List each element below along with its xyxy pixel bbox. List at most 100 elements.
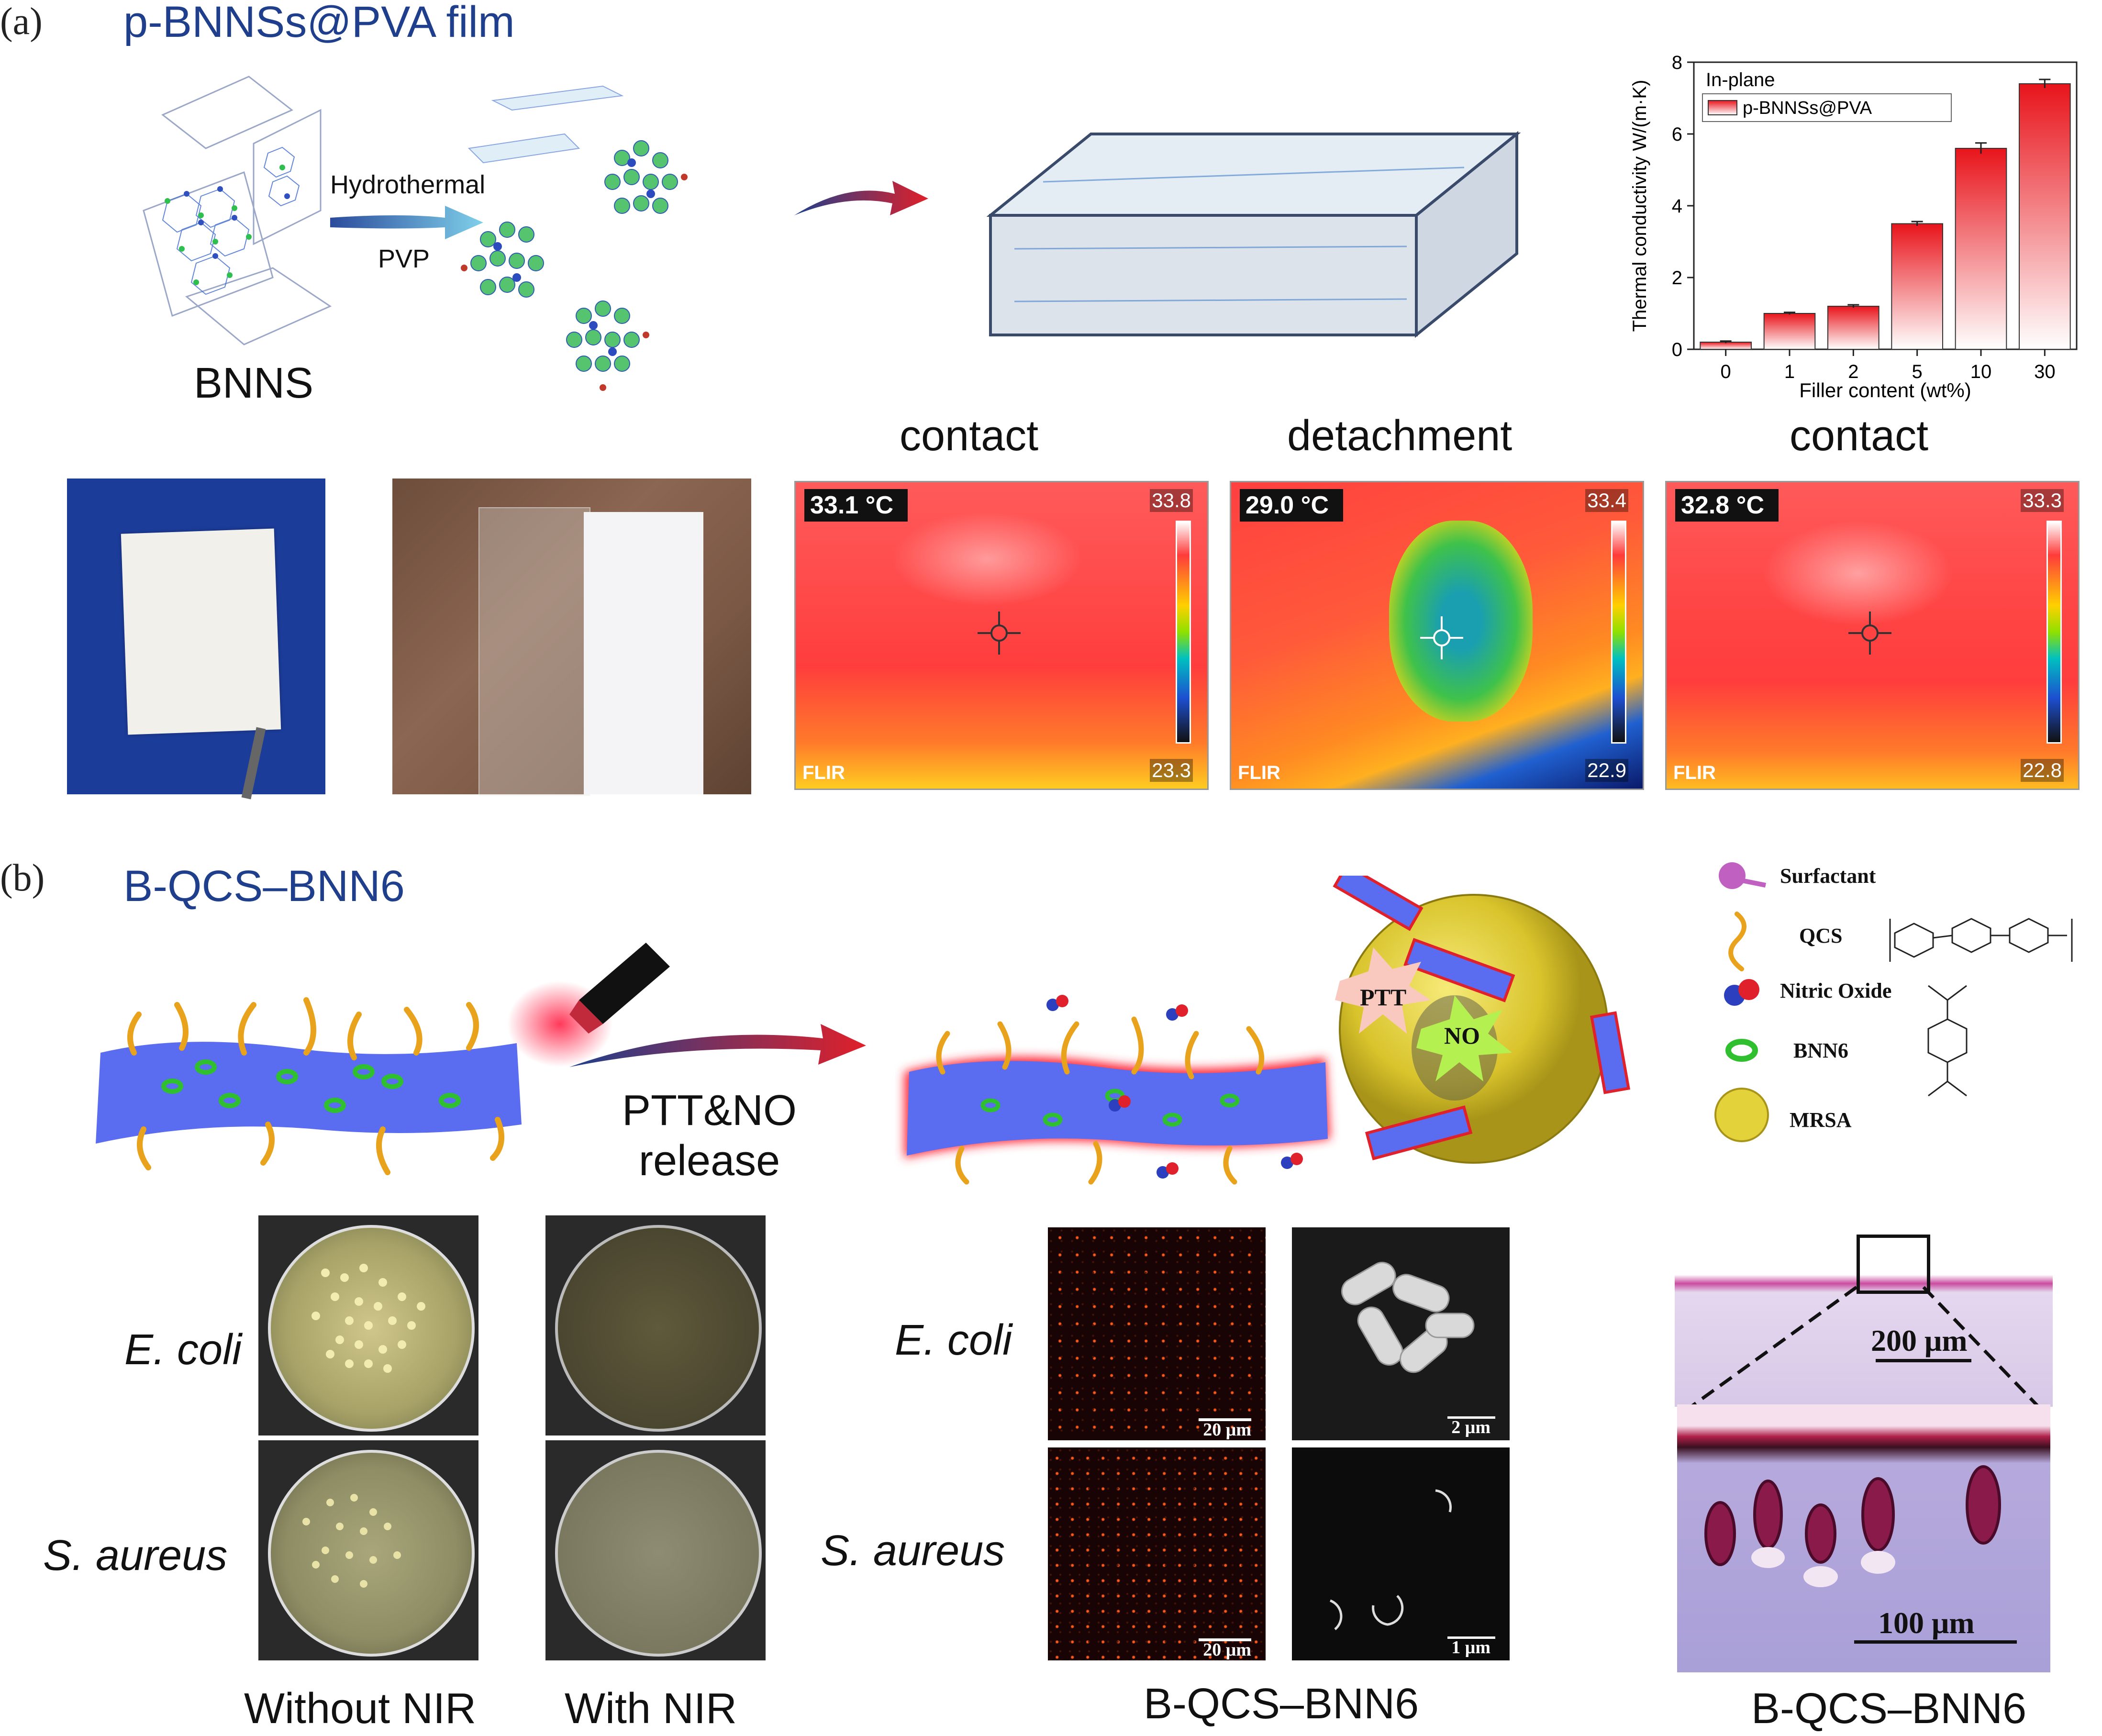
scale-bar <box>1199 1638 1251 1641</box>
mrsa-sphere-illustration <box>1333 876 1630 1164</box>
caption-without-nir: Without NIR <box>244 1685 477 1733</box>
plate-ecoli-without-nir-photo <box>258 1215 478 1436</box>
legend-label-nitric-oxide: Nitric Oxide <box>1780 979 1892 1002</box>
crosshair-icon <box>1420 616 1463 659</box>
flir-logo-1: FLIR <box>802 762 845 783</box>
sem-ecoli-cells <box>1341 1262 1475 1373</box>
hair-follicles <box>1704 1465 2001 1587</box>
no-label: NO <box>1444 1022 1480 1049</box>
b-qcs-sheet-illustration <box>96 997 522 1175</box>
histology-zoom-image: 100 μm <box>1677 1404 2050 1672</box>
thermal-label-contact-1: contact <box>900 412 1039 460</box>
bar-5 <box>1891 223 1943 350</box>
error-bar-5 <box>1911 221 1923 226</box>
bar-2 <box>1827 306 1880 350</box>
thermal-image-detachment: 29.0 °C 33.4 22.9 FLIR <box>1230 481 1644 790</box>
bnn6-structure-icon <box>1927 985 1968 1097</box>
scale-bar <box>1199 1418 1251 1421</box>
zoom-lines <box>1683 1286 2045 1413</box>
x-tick-label-5: 5 <box>1912 361 1923 382</box>
y-tick-label-6: 6 <box>1672 124 1682 145</box>
tweezers-icon <box>241 727 266 800</box>
x-tick-label-0: 0 <box>1721 361 1731 382</box>
qcs-chain-icon <box>1728 912 1746 971</box>
y-tick-label-8: 8 <box>1672 52 1682 73</box>
caption-histology: B-QCS–BNN6 <box>1751 1685 2027 1733</box>
scale-bar-label-histo-top: 200 μm <box>1871 1324 1968 1358</box>
scale-bar-label-sem-bottom: 1 μm <box>1451 1637 1490 1658</box>
panel-a-letter: (a) <box>0 0 43 43</box>
white-film <box>584 512 703 794</box>
error-bar-0 <box>1720 340 1732 344</box>
thermal-scale-max-3: 33.3 <box>2021 489 2064 512</box>
caption-with-nir: With NIR <box>565 1685 737 1733</box>
thermal-scale-min-2: 22.9 <box>1585 759 1628 782</box>
scale-bar <box>1447 1416 1495 1419</box>
scale-bar-label-sem-top: 2 μm <box>1451 1417 1490 1437</box>
thermal-image-contact-2: 32.8 °C 33.3 22.8 FLIR <box>1665 481 2080 790</box>
legend-label-qcs: QCS <box>1799 924 1843 947</box>
chart-title: In-plane <box>1706 69 1775 90</box>
error-bar-30 <box>2039 78 2051 88</box>
film-box-illustration <box>986 131 1521 338</box>
thermal-scale-min-1: 23.3 <box>1150 759 1193 782</box>
petri-dish <box>555 1450 762 1657</box>
scale-bar <box>1854 1640 2017 1644</box>
flir-logo-3: FLIR <box>1673 762 1716 783</box>
flir-logo-2: FLIR <box>1238 762 1280 783</box>
thermal-label-detachment: detachment <box>1287 412 1513 460</box>
y-tick-label-2: 2 <box>1672 267 1682 289</box>
scale-bar-label-fluor-top: 20 μm <box>1203 1420 1251 1440</box>
plate-saureus-without-nir-photo <box>258 1440 478 1660</box>
error-bar-1 <box>1784 312 1795 315</box>
surfactant-icon <box>1719 862 1766 889</box>
sem-image-saureus: 1 μm <box>1292 1447 1510 1660</box>
legend-label-surfactant: Surfactant <box>1780 864 1876 888</box>
thermal-colorbar-2 <box>1611 521 1626 744</box>
thermal-scale-min-3: 22.8 <box>2021 759 2064 782</box>
y-tick-label-0: 0 <box>1672 339 1682 360</box>
legend-box <box>1702 93 1952 122</box>
petri-dish <box>268 1450 475 1657</box>
ptt-label: PTT <box>1360 984 1407 1011</box>
hydrothermal-label: Hydrothermal <box>330 170 486 199</box>
p-bnns-flakes-illustration <box>461 85 688 391</box>
arm-photo <box>392 479 751 796</box>
qcs-structure-icon <box>1889 918 2073 962</box>
release-arrow-icon <box>569 1024 866 1067</box>
plate-saureus-with-nir-photo <box>545 1440 766 1660</box>
thermal-scale-max-1: 33.8 <box>1150 489 1193 512</box>
panel-b-title: B-QCS–BNN6 <box>123 862 405 911</box>
x-tick-label-30: 30 <box>2034 361 2056 382</box>
y-axis-label: Thermal conductivity W/(m·K) <box>1629 80 1650 332</box>
bacterial-colonies <box>311 1264 425 1373</box>
crosshair-icon <box>1848 612 1891 655</box>
bar-1 <box>1763 313 1816 350</box>
scale-bar-label-histo-bottom: 100 μm <box>1878 1606 1975 1640</box>
legend-label: p-BNNSs@PVA <box>1743 98 1872 118</box>
legend-label-mrsa: MRSA <box>1790 1108 1852 1132</box>
bar-10 <box>1955 148 2007 350</box>
bnns-label: BNNS <box>194 359 314 407</box>
row-label-ecoli-mid: E. coli <box>895 1316 1012 1364</box>
scale-bar <box>1876 1359 1971 1362</box>
row-label-saureus-left: S. aureus <box>43 1532 228 1580</box>
bacterial-colonies <box>302 1494 401 1588</box>
panel-b-letter: (b) <box>0 857 45 899</box>
crosshair-icon <box>978 612 1021 655</box>
zoom-region-box <box>1857 1235 1930 1294</box>
fluorescence-image-saureus: 20 μm <box>1048 1447 1266 1660</box>
thermal-temp-readout-3: 32.8 °C <box>1675 489 1779 522</box>
thermal-temp-readout-2: 29.0 °C <box>1240 489 1344 522</box>
sem-saureus-cells <box>1330 1489 1452 1630</box>
scale-bar-label-fluor-bottom: 20 μm <box>1203 1640 1251 1660</box>
x-tick-label-10: 10 <box>1970 361 1992 382</box>
fluorescence-image-ecoli: 20 μm <box>1048 1227 1266 1440</box>
petri-dish <box>555 1225 762 1432</box>
sem-image-ecoli: 2 μm <box>1292 1227 1510 1440</box>
x-tick-label-1: 1 <box>1784 361 1795 382</box>
film-sample <box>121 528 281 735</box>
error-bar-2 <box>1847 304 1859 308</box>
bnns-sheets-illustration <box>143 76 332 345</box>
legend-swatch <box>1708 100 1737 115</box>
